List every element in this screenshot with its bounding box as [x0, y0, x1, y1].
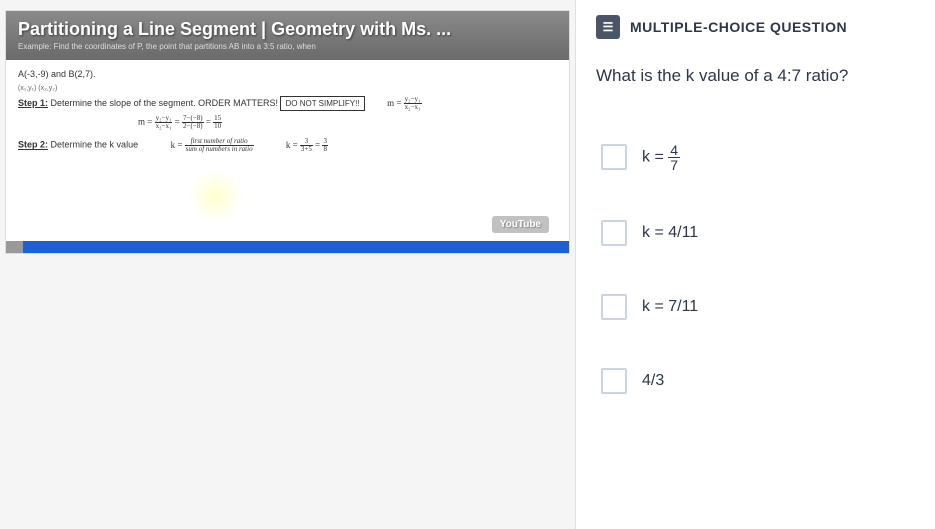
- video-lower: YouTube: [6, 161, 569, 241]
- choice-2[interactable]: k = 4/11: [596, 220, 915, 246]
- video-content: A(-3,-9) and B(2,7). (x₁,y₁) (x₂,y₂) Ste…: [6, 60, 569, 162]
- quiz-question: What is the k value of a 4:7 ratio?: [596, 64, 915, 88]
- step1-box: DO NOT SIMPLIFY!!: [280, 96, 364, 111]
- video-title: Partitioning a Line Segment | Geometry w…: [18, 19, 557, 40]
- choice-4-checkbox[interactable]: [601, 368, 627, 394]
- choice-1-checkbox[interactable]: [601, 144, 627, 170]
- light-spot: [186, 171, 246, 221]
- choice-4-text: 4/3: [642, 372, 664, 390]
- step1-formula-right: m = y₂−y₁x₂−x₁: [387, 98, 421, 108]
- choice-4[interactable]: 4/3: [596, 368, 915, 394]
- step2-k-calc: k = 33+5 = 38: [286, 140, 328, 150]
- formula-m: m = y₂−y₁x₂−x₁ = 7−(−8)2−(−8) = 1510: [138, 115, 557, 130]
- video-progress-bar[interactable]: [6, 241, 569, 253]
- choice-2-checkbox[interactable]: [601, 220, 627, 246]
- step2-line: Step 2: Determine the k value k = first …: [18, 138, 557, 153]
- choice-3-checkbox[interactable]: [601, 294, 627, 320]
- video-panel: Partitioning a Line Segment | Geometry w…: [0, 0, 575, 529]
- video-header: Partitioning a Line Segment | Geometry w…: [6, 11, 569, 60]
- step1-label: Step 1:: [18, 98, 48, 108]
- quiz-panel: ☰ MULTIPLE-CHOICE QUESTION What is the k…: [575, 0, 935, 529]
- coord-labels: (x₁,y₁) (x₂,y₂): [18, 84, 557, 94]
- choice-1-text: k = 47: [642, 143, 680, 172]
- choice-3[interactable]: k = 7/11: [596, 294, 915, 320]
- step1-text: Determine the slope of the segment. ORDE…: [51, 98, 278, 108]
- choice-1[interactable]: k = 47: [596, 143, 915, 172]
- choice-3-text: k = 7/11: [642, 298, 698, 316]
- quiz-header: ☰ MULTIPLE-CHOICE QUESTION: [596, 15, 915, 39]
- step2-label: Step 2:: [18, 140, 48, 150]
- step2-text: Determine the k value: [51, 140, 139, 150]
- quiz-header-title: MULTIPLE-CHOICE QUESTION: [630, 19, 847, 35]
- video-player[interactable]: Partitioning a Line Segment | Geometry w…: [5, 10, 570, 254]
- video-subtitle: Example: Find the coordinates of P, the …: [18, 42, 557, 52]
- coords-line: A(-3,-9) and B(2,7).: [18, 68, 557, 81]
- youtube-badge[interactable]: YouTube: [492, 216, 549, 233]
- list-icon: ☰: [596, 15, 620, 39]
- step2-k-formula: k = first number of ratiosum of numbers …: [171, 140, 256, 150]
- step1-line: Step 1: Determine the slope of the segme…: [18, 96, 557, 111]
- choice-2-text: k = 4/11: [642, 224, 698, 242]
